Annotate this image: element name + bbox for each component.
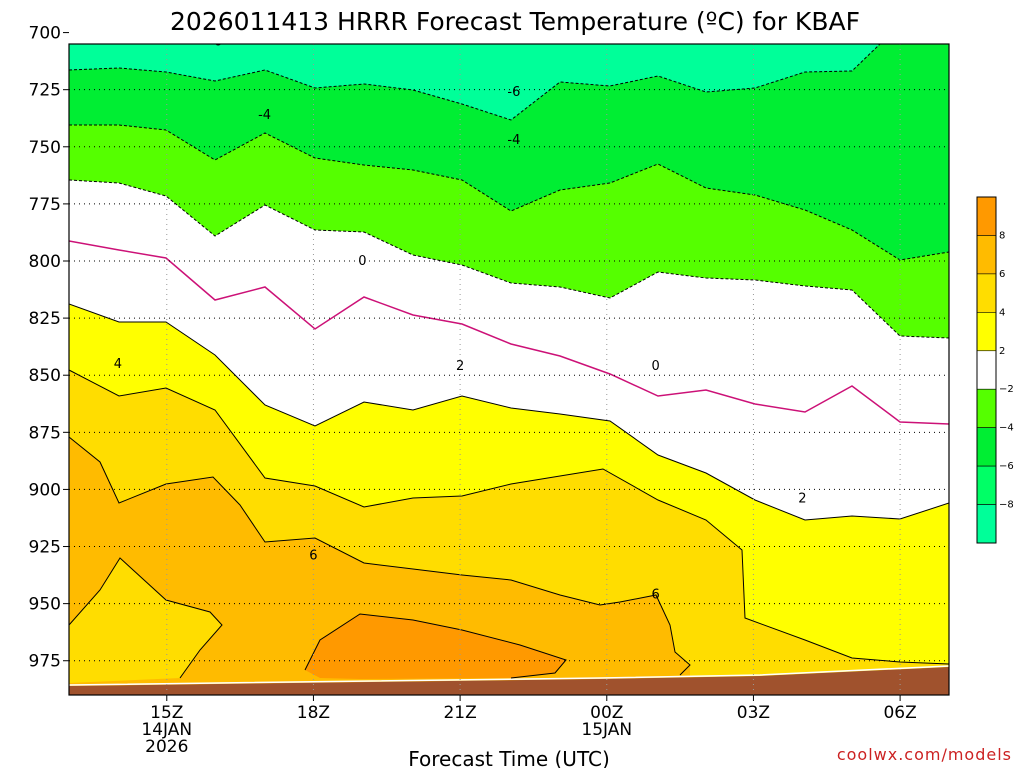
contour-label: -4 bbox=[507, 133, 520, 148]
y-tick-label: 900 bbox=[29, 480, 61, 500]
y-tick-label: 925 bbox=[29, 538, 61, 558]
x-tick-label: 15Z bbox=[150, 703, 183, 723]
contour-plus4 bbox=[69, 369, 949, 665]
colorbar-swatch bbox=[976, 196, 997, 236]
plot-area: -6 -4 -6 -4 0 0 2 4 2 6 6 bbox=[69, 35, 949, 695]
y-axis: 700 725 750 775 800 825 850 875 900 925 950 975 bbox=[29, 24, 69, 672]
contour-labels: -6 -4 -6 -4 0 0 2 4 2 6 6 bbox=[114, 35, 807, 602]
ground-edge bbox=[69, 665, 949, 686]
y-tick-label: 775 bbox=[29, 195, 61, 215]
y-tick-label: 750 bbox=[29, 138, 61, 158]
contour-label: 0 bbox=[652, 359, 660, 374]
colorbar-swatch bbox=[976, 465, 997, 505]
colorbar-label: 2 bbox=[999, 346, 1005, 357]
contour-minus6 bbox=[69, 44, 881, 121]
x-tick-label: 14JAN bbox=[141, 720, 192, 740]
band-plus6-inner bbox=[69, 558, 222, 683]
x-axis-label: Forecast Time (UTC) bbox=[408, 747, 610, 768]
contour-label: 6 bbox=[309, 549, 317, 564]
grid bbox=[69, 44, 949, 695]
contour-label: 0 bbox=[358, 254, 366, 269]
chart-title: 2026011413 HRRR Forecast Temperature (ºC… bbox=[170, 7, 860, 36]
ground bbox=[69, 667, 949, 695]
contour-zero bbox=[69, 240, 949, 425]
contour-label: -4 bbox=[258, 108, 271, 123]
colorbar-label: −8 bbox=[999, 500, 1014, 511]
plot-frame bbox=[68, 43, 950, 696]
colorbar-label: −2 bbox=[999, 384, 1014, 395]
x-tick-label: 15JAN bbox=[581, 720, 632, 740]
colorbar-label: 6 bbox=[999, 269, 1005, 280]
contour-label: -6 bbox=[209, 35, 222, 50]
x-tick-label: 00Z bbox=[590, 703, 623, 723]
contour-plus6-inner bbox=[69, 557, 223, 679]
x-tick-label: 18Z bbox=[297, 703, 330, 723]
contour-minus2 bbox=[69, 179, 949, 339]
x-tick-label: 06Z bbox=[883, 703, 916, 723]
x-tick-label: 21Z bbox=[443, 703, 476, 723]
contour-label: 2 bbox=[456, 359, 464, 374]
credit-text: coolwx.com/models bbox=[837, 745, 1012, 764]
colorbar-swatch bbox=[976, 504, 997, 544]
contour-label: 4 bbox=[114, 357, 122, 372]
y-tick-label: 850 bbox=[29, 366, 61, 386]
y-tick-label: 975 bbox=[29, 652, 61, 672]
colorbar-swatch bbox=[976, 350, 997, 390]
x-tick-label: 03Z bbox=[737, 703, 770, 723]
y-tick-label: 700 bbox=[29, 24, 61, 44]
y-tick-label: 825 bbox=[29, 309, 61, 329]
contour-label: -6 bbox=[507, 85, 520, 100]
colorbar-label: 4 bbox=[999, 307, 1005, 318]
colorbar-label: −6 bbox=[999, 461, 1014, 472]
colorbar-swatch bbox=[976, 388, 997, 428]
x-tick-label: 2026 bbox=[145, 737, 188, 757]
contour-plus6 bbox=[69, 436, 691, 676]
contour-plus2 bbox=[69, 303, 949, 521]
y-tick-label: 875 bbox=[29, 423, 61, 443]
y-tick-label: 725 bbox=[29, 81, 61, 101]
y-tick-label: 950 bbox=[29, 595, 61, 615]
colorbar: 8 6 4 2 −2 −4 −6 −8 bbox=[976, 196, 1014, 544]
colorbar-swatch bbox=[976, 273, 997, 313]
y-tick-label: 800 bbox=[29, 252, 61, 272]
band-plus6 bbox=[69, 437, 690, 695]
colorbar-frame bbox=[976, 196, 997, 544]
contour-label: 2 bbox=[798, 492, 806, 507]
colorbar-label: −4 bbox=[999, 423, 1014, 434]
colorbar-swatch bbox=[976, 427, 997, 467]
contour-plus8 bbox=[304, 613, 567, 679]
colorbar-swatch bbox=[976, 235, 997, 275]
band-plus8 bbox=[305, 614, 566, 679]
colorbar-label: 8 bbox=[999, 230, 1005, 241]
contour-label: 6 bbox=[652, 587, 660, 602]
colorbar-swatch bbox=[976, 312, 997, 352]
